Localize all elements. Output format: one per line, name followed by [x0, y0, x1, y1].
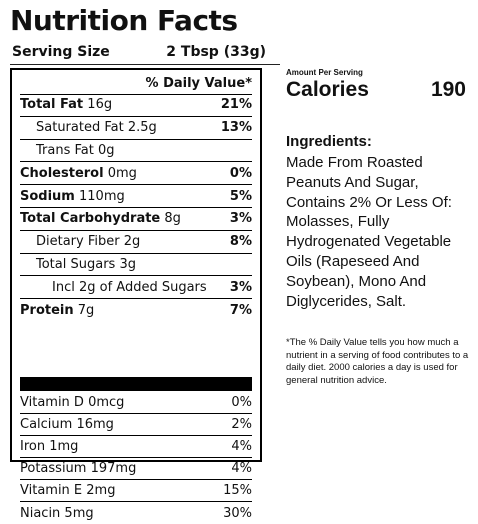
nutrient-row-total-fat: Total Fat 16g 21%	[20, 94, 252, 117]
vitamin-row: Niacin 5mg 30%	[20, 502, 252, 524]
nutrient-amount: 8g	[164, 211, 181, 227]
nutrient-row-protein: Protein 7g 7%	[20, 299, 252, 322]
nutrient-amount: 110mg	[79, 188, 125, 204]
nutrient-label: Dietary Fiber 2g	[36, 234, 141, 250]
vitamin-row: Vitamin D 0mcg 0%	[20, 392, 252, 414]
vitamin-pct: 4%	[231, 461, 252, 476]
nutrient-pct: 0%	[229, 165, 252, 181]
nutrient-pct: 8%	[229, 234, 252, 250]
nutrient-row-sodium: Sodium 110mg 5%	[20, 185, 252, 208]
nutrient-pct: 21%	[220, 97, 252, 113]
nutrient-label: Trans Fat 0g	[36, 142, 115, 158]
nutrient-amount: 16g	[87, 97, 113, 113]
nutrient-label: Protein	[20, 303, 74, 319]
nutrient-amount: 7g	[77, 303, 95, 319]
nutrient-row-saturated-fat: Saturated Fat 2.5g 13%	[20, 117, 252, 140]
vitamin-label: Vitamin E 2mg	[20, 483, 116, 498]
vitamin-row: Vitamin E 2mg 15%	[20, 480, 252, 502]
nutrient-label: Total Fat	[20, 97, 84, 113]
thick-divider	[20, 377, 252, 391]
nutrient-pct: 13%	[220, 120, 252, 136]
serving-size-value: 2 Tbsp (33g)	[166, 44, 266, 60]
nutrition-panel: % Daily Value* Total Fat 16g 21% Saturat…	[10, 68, 262, 521]
serving-divider	[10, 64, 280, 65]
nutrient-label: Total Carbohydrate	[20, 211, 161, 227]
nutrient-row-total-sugars: Total Sugars 3g	[20, 254, 252, 277]
vitamin-label: Iron 1mg	[20, 439, 79, 454]
amount-per-serving: Amount Per Serving	[286, 68, 363, 77]
nutrient-label: Saturated Fat 2.5g	[36, 120, 157, 136]
vitamin-label: Calcium 16mg	[20, 417, 114, 432]
nutrient-pct: 7%	[229, 303, 252, 319]
side-column: Amount Per Serving Calories 190 Ingredie…	[286, 66, 472, 387]
calories-line: Calories 190	[286, 78, 472, 102]
vitamin-pct: 4%	[231, 439, 252, 454]
vitamin-pct: 30%	[223, 505, 252, 521]
nutrient-amount: 0mg	[107, 165, 137, 181]
vitamin-pct: 15%	[223, 483, 252, 498]
header-divider	[20, 94, 252, 95]
daily-value-header: % Daily Value*	[145, 76, 252, 91]
nutrition-facts-title: Nutrition Facts	[10, 4, 238, 37]
vitamin-pct: 2%	[231, 417, 252, 432]
nutrient-pct: 3%	[229, 211, 252, 227]
vitamin-label: Potassium 197mg	[20, 461, 137, 476]
calories-label: Calories	[286, 78, 369, 101]
vitamin-label: Vitamin D 0mcg	[20, 395, 125, 410]
ingredients-text: Made From Roasted Peanuts And Sugar, Con…	[286, 154, 452, 310]
nutrient-pct: 5%	[229, 188, 252, 204]
ingredients-title: Ingredients:	[286, 133, 372, 150]
nutrient-label: Sodium	[20, 188, 75, 204]
vitamin-row: Iron 1mg 4%	[20, 436, 252, 458]
daily-value-footnote: *The % Daily Value tells you how much a …	[286, 337, 469, 386]
serving-size-label: Serving Size	[12, 44, 110, 60]
nutrient-label: Cholesterol	[20, 165, 104, 181]
vitamin-pct: 0%	[231, 395, 252, 410]
nutrient-row-total-carbohydrate: Total Carbohydrate 8g 3%	[20, 208, 252, 231]
vitamin-label: Niacin 5mg	[20, 505, 94, 521]
nutrient-label: Incl 2g of Added Sugars	[52, 279, 207, 295]
nutrient-row-added-sugars: Incl 2g of Added Sugars 3%	[20, 276, 252, 300]
vitamin-row: Potassium 197mg 4%	[20, 458, 252, 480]
serving-size-line: Serving Size 2 Tbsp (33g)	[12, 44, 266, 60]
nutrient-pct: 3%	[229, 279, 252, 295]
calories-value: 190	[430, 78, 466, 101]
nutrient-label: Total Sugars 3g	[36, 256, 136, 272]
nutrient-row-trans-fat: Trans Fat 0g	[20, 140, 252, 163]
nutrient-rows: Total Fat 16g 21% Saturated Fat 2.5g 13%…	[20, 94, 252, 322]
vitamin-row: Calcium 16mg 2%	[20, 414, 252, 436]
nutrient-row-dietary-fiber: Dietary Fiber 2g 8%	[20, 231, 252, 254]
nutrient-row-cholesterol: Cholesterol 0mg 0%	[20, 162, 252, 186]
vitamin-rows: Vitamin D 0mcg 0% Calcium 16mg 2% Iron 1…	[20, 392, 252, 524]
